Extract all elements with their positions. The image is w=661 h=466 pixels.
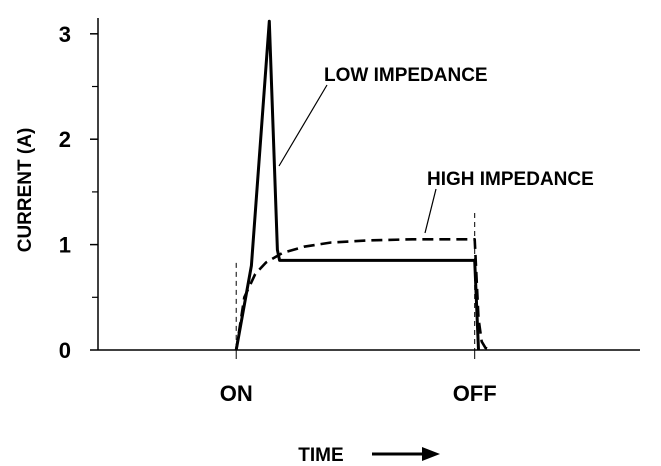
y-tick-label: 3 <box>59 22 71 47</box>
marker-label-off: OFF <box>453 381 497 406</box>
low-impedance-leader <box>278 84 328 167</box>
y-tick-label: 0 <box>59 338 71 363</box>
series-low-impedance <box>234 19 480 351</box>
x-axis-title: TIME <box>298 445 440 466</box>
time-arrow-icon <box>372 447 440 461</box>
marker-label-on: ON <box>220 381 253 406</box>
y-tick-label: 2 <box>59 127 71 152</box>
y-axis-title: CURRENT (A) <box>15 128 36 253</box>
y-tick-label: 1 <box>59 233 71 258</box>
series-layer <box>234 19 492 352</box>
high-impedance-leader <box>424 188 437 234</box>
high-impedance-label: HIGH IMPEDANCE <box>427 169 594 190</box>
time-markers: ON OFF <box>220 212 497 406</box>
annotations: LOW IMPEDANCE HIGH IMPEDANCE <box>278 65 594 234</box>
low-impedance-label: LOW IMPEDANCE <box>324 65 488 86</box>
y-ticks: 0 1 2 3 <box>59 22 98 363</box>
x-axis-label: TIME <box>298 445 343 466</box>
y-axis-label: CURRENT (A) <box>15 128 36 253</box>
series-high-impedance <box>234 238 492 352</box>
